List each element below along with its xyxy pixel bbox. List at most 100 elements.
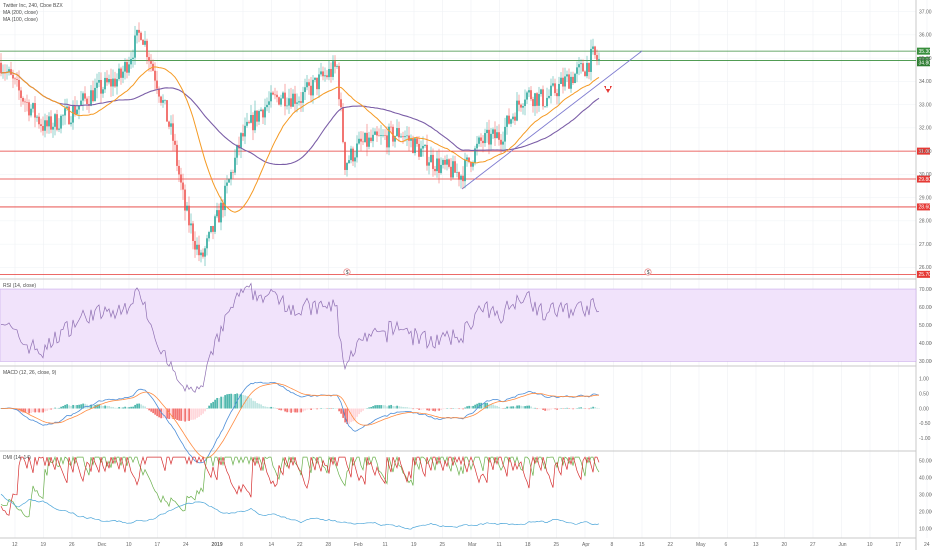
candle-body[interactable]: [314, 77, 316, 80]
candle-body[interactable]: [596, 55, 598, 60]
candle-body[interactable]: [346, 163, 348, 170]
candle-body[interactable]: [572, 76, 574, 84]
candle-body[interactable]: [248, 121, 250, 123]
candle-body[interactable]: [522, 106, 524, 108]
candle-body[interactable]: [372, 134, 374, 142]
candle-body[interactable]: [422, 145, 424, 149]
candle-body[interactable]: [326, 75, 328, 78]
candle-body[interactable]: [340, 99, 342, 108]
candle-body[interactable]: [474, 148, 476, 163]
candle-body[interactable]: [462, 175, 464, 182]
legend-ma100[interactable]: MA (100, close): [3, 17, 38, 23]
earnings-event-icon[interactable]: [644, 268, 652, 276]
candle-body[interactable]: [266, 104, 268, 108]
candle-body[interactable]: [196, 244, 198, 250]
candle-body[interactable]: [96, 82, 98, 88]
candle-body[interactable]: [374, 131, 376, 135]
candle-body[interactable]: [240, 133, 242, 149]
candle-body[interactable]: [392, 126, 394, 142]
candle-body[interactable]: [404, 136, 406, 138]
candle-body[interactable]: [544, 106, 546, 107]
candle-body[interactable]: [400, 136, 402, 138]
candle-body[interactable]: [406, 135, 408, 137]
candle-body[interactable]: [122, 71, 124, 78]
candle-body[interactable]: [516, 100, 518, 121]
candle-body[interactable]: [216, 210, 218, 217]
candle-body[interactable]: [164, 100, 166, 101]
candle-body[interactable]: [210, 226, 212, 233]
candle-body[interactable]: [26, 102, 28, 103]
candle-body[interactable]: [564, 76, 566, 87]
candle-body[interactable]: [360, 138, 362, 142]
candle-body[interactable]: [566, 74, 568, 77]
candle-body[interactable]: [226, 182, 228, 186]
candle-body[interactable]: [584, 71, 586, 77]
price-level-tag[interactable]: [917, 175, 930, 183]
candle-body[interactable]: [362, 141, 364, 143]
candle-body[interactable]: [578, 64, 580, 68]
candle-body[interactable]: [456, 172, 458, 173]
candle-body[interactable]: [18, 79, 20, 91]
candle-body[interactable]: [174, 140, 176, 145]
candle-body[interactable]: [114, 78, 116, 87]
candle-body[interactable]: [540, 89, 542, 95]
candle-body[interactable]: [14, 78, 16, 80]
ascending-trendline[interactable]: [461, 50, 643, 190]
candle-body[interactable]: [84, 93, 86, 99]
candle-body[interactable]: [154, 70, 156, 81]
legend-symbol[interactable]: Twitter Inc, 240, Cboe BZX: [3, 3, 63, 9]
candle-body[interactable]: [22, 97, 24, 102]
candle-body[interactable]: [306, 82, 308, 88]
candle-body[interactable]: [382, 135, 384, 136]
candle-body[interactable]: [594, 46, 596, 56]
candle-body[interactable]: [166, 100, 168, 122]
candle-body[interactable]: [108, 78, 110, 83]
candle-body[interactable]: [40, 124, 42, 126]
candle-body[interactable]: [130, 59, 132, 65]
candle-body[interactable]: [184, 189, 186, 211]
candle-body[interactable]: [268, 101, 270, 105]
candle-body[interactable]: [20, 90, 22, 98]
candle-body[interactable]: [222, 202, 224, 211]
candle-body[interactable]: [424, 144, 426, 146]
candle-body[interactable]: [416, 138, 418, 144]
candle-body[interactable]: [472, 162, 474, 167]
candle-body[interactable]: [308, 82, 310, 86]
candle-body[interactable]: [198, 244, 200, 256]
candle-body[interactable]: [430, 154, 432, 163]
candle-body[interactable]: [526, 92, 528, 100]
candle-body[interactable]: [590, 48, 592, 72]
candle-body[interactable]: [218, 210, 220, 223]
candle-body[interactable]: [534, 93, 536, 107]
candle-body[interactable]: [336, 65, 338, 67]
candle-body[interactable]: [192, 223, 194, 241]
candle-body[interactable]: [476, 143, 478, 149]
candle-body[interactable]: [490, 133, 492, 145]
candle-body[interactable]: [384, 135, 386, 136]
candle-body[interactable]: [94, 87, 96, 102]
candle-body[interactable]: [558, 83, 560, 97]
candle-body[interactable]: [194, 240, 196, 250]
candle-body[interactable]: [446, 159, 448, 165]
candle-body[interactable]: [454, 161, 456, 173]
candle-body[interactable]: [134, 35, 136, 58]
candle-body[interactable]: [528, 90, 530, 93]
candle-body[interactable]: [86, 98, 88, 105]
candle-body[interactable]: [296, 102, 298, 104]
candle-body[interactable]: [500, 139, 502, 145]
candle-body[interactable]: [204, 248, 206, 257]
price-level-tag[interactable]: [917, 147, 930, 155]
candle-body[interactable]: [98, 80, 100, 83]
price-level-tag[interactable]: [917, 203, 930, 211]
candle-body[interactable]: [414, 138, 416, 154]
candle-body[interactable]: [502, 141, 504, 145]
candle-body[interactable]: [436, 158, 438, 172]
candle-body[interactable]: [524, 99, 526, 107]
candle-body[interactable]: [168, 121, 170, 127]
candle-body[interactable]: [496, 132, 498, 139]
candle-body[interactable]: [378, 135, 380, 137]
legend-dmi[interactable]: DMI (14, 14): [3, 455, 31, 461]
candle-body[interactable]: [214, 216, 216, 232]
candle-body[interactable]: [580, 63, 582, 65]
candle-body[interactable]: [412, 138, 414, 154]
